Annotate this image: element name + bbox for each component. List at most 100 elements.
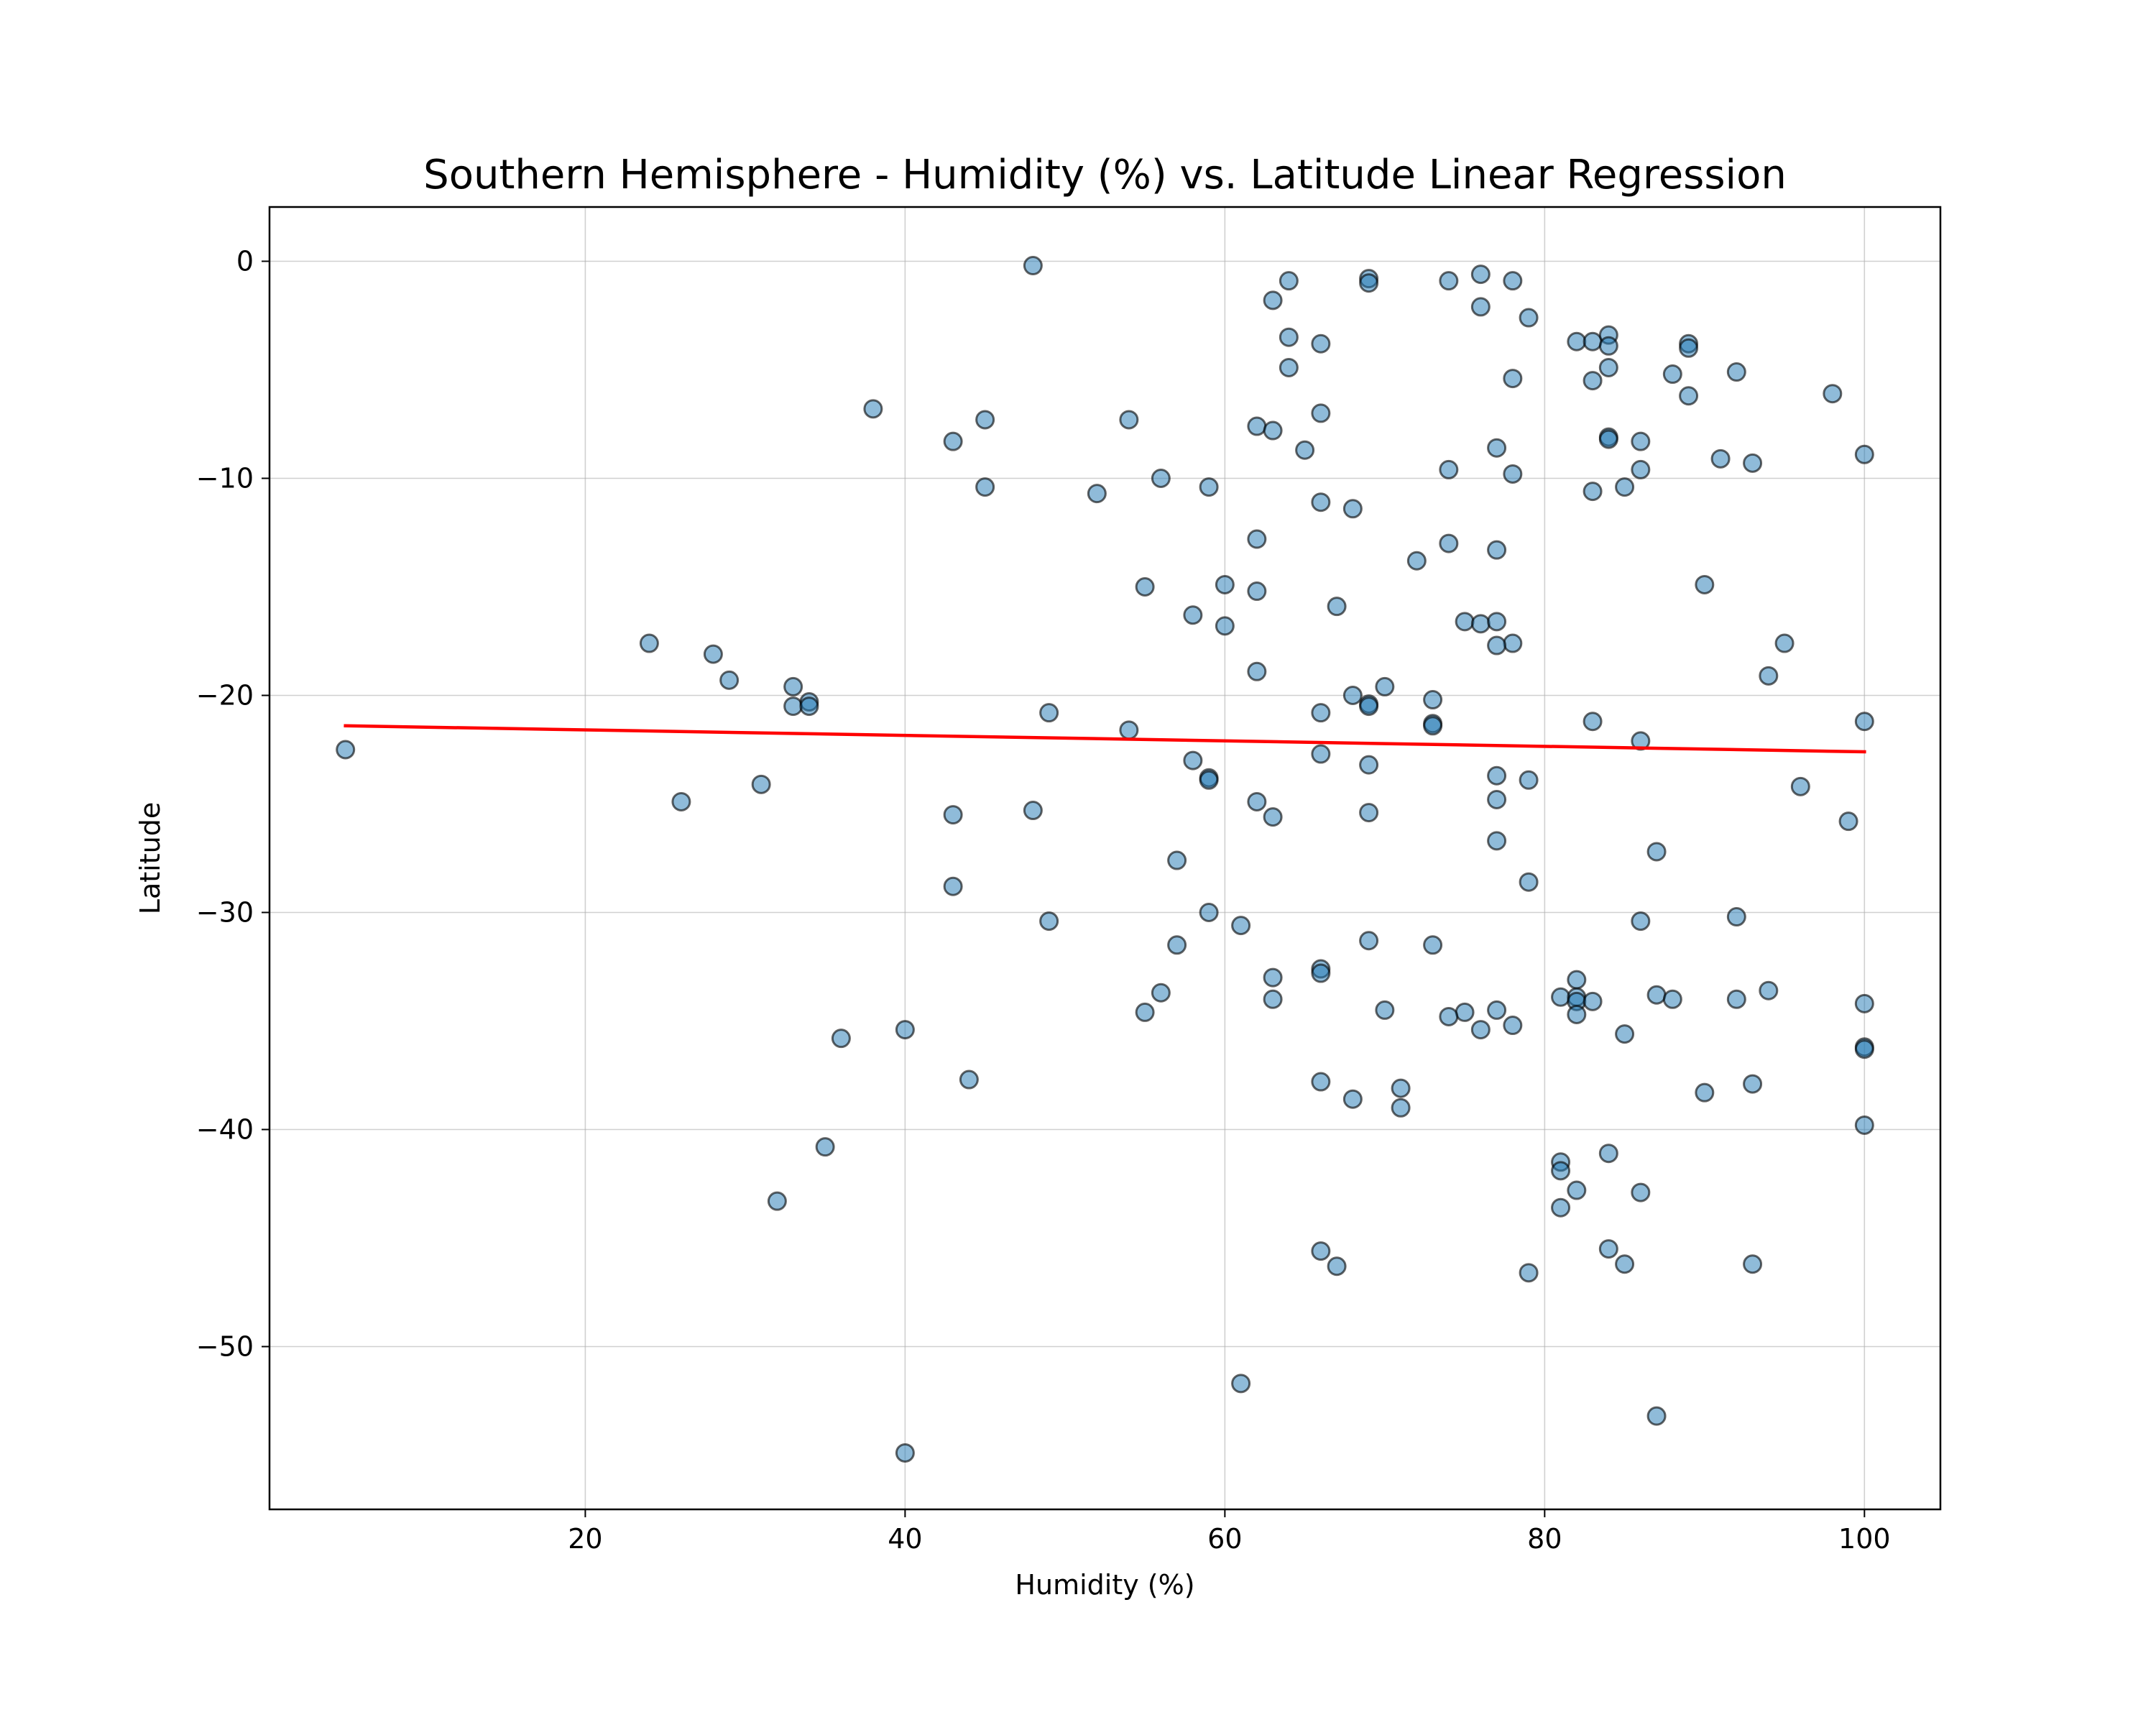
data-point (1470, 297, 1491, 317)
data-point (1487, 789, 1507, 809)
data-point (1231, 916, 1251, 936)
x-tick-label: 100 (1838, 1523, 1891, 1555)
data-point (1023, 801, 1043, 821)
data-point (895, 1443, 915, 1463)
data-point (1631, 459, 1651, 479)
data-point (1375, 676, 1395, 696)
data-point (1838, 811, 1858, 832)
data-point (719, 670, 740, 690)
data-point (1854, 444, 1874, 464)
data-point (1487, 540, 1507, 560)
data-point (1311, 963, 1331, 983)
data-point (1135, 1002, 1155, 1022)
data-point (959, 1070, 979, 1090)
data-point (799, 696, 819, 717)
data-point (1215, 574, 1235, 594)
data-point (1311, 703, 1331, 723)
data-point (336, 740, 356, 760)
data-point (1039, 911, 1059, 932)
data-point (1342, 499, 1363, 519)
data-point (1567, 1004, 1587, 1024)
x-tick-label: 80 (1527, 1523, 1562, 1555)
data-point (1503, 1016, 1523, 1036)
data-point (1359, 273, 1379, 293)
data-point (815, 1137, 835, 1157)
data-point (1487, 438, 1507, 458)
data-point (1423, 690, 1443, 710)
data-point (1487, 831, 1507, 851)
data-point (1759, 980, 1779, 1000)
regression-line (344, 724, 1866, 754)
data-point (1743, 1074, 1763, 1094)
data-point (1551, 1161, 1571, 1181)
data-point (1263, 290, 1283, 310)
data-point (1391, 1078, 1411, 1098)
data-point (1487, 612, 1507, 632)
data-point (1327, 1256, 1347, 1276)
data-point (703, 644, 723, 664)
data-point (1406, 551, 1427, 571)
y-tick-label: −10 (196, 463, 254, 494)
data-point (1439, 1006, 1459, 1026)
data-point (1583, 371, 1603, 391)
data-point (783, 696, 803, 717)
data-point (1743, 1254, 1763, 1274)
data-point (1726, 362, 1746, 382)
data-point (1487, 635, 1507, 656)
data-point (1503, 271, 1523, 291)
data-point (895, 1020, 915, 1040)
data-point (1439, 533, 1459, 553)
data-point (943, 805, 963, 825)
data-point (1631, 911, 1651, 932)
data-point (943, 876, 963, 896)
data-point (1311, 1241, 1331, 1261)
data-point (1503, 633, 1523, 653)
data-point (943, 431, 963, 451)
data-point (1646, 1406, 1667, 1426)
data-point (1598, 1144, 1618, 1164)
data-point (1359, 931, 1379, 951)
data-point (1695, 574, 1715, 594)
data-point (1743, 453, 1763, 473)
data-point (1567, 331, 1587, 351)
data-point (1470, 1020, 1491, 1040)
data-points (336, 256, 1874, 1463)
data-point (1503, 369, 1523, 389)
data-point (1279, 327, 1299, 347)
data-point (1023, 256, 1043, 276)
data-point (1263, 420, 1283, 441)
data-point (1823, 384, 1843, 404)
data-point (1263, 807, 1283, 827)
axis-ticks: 20 40 60 80 100 0 −10 −20 −30 −40 −50 (196, 246, 1891, 1555)
data-point (1726, 907, 1746, 927)
data-point (1199, 903, 1219, 922)
data-point (1615, 1254, 1635, 1274)
data-point (1215, 616, 1235, 636)
data-point (1087, 484, 1107, 504)
data-point (1487, 1000, 1507, 1020)
data-point (975, 410, 995, 430)
data-point (1487, 765, 1507, 786)
data-point (1854, 1115, 1874, 1135)
data-point (1167, 850, 1187, 870)
x-tick-label: 20 (568, 1523, 602, 1555)
data-point (1247, 416, 1267, 436)
data-point (1598, 357, 1618, 377)
data-point (767, 1191, 787, 1211)
data-point (1567, 970, 1587, 990)
data-point (1263, 967, 1283, 988)
data-point (1359, 696, 1379, 717)
data-point (1183, 605, 1203, 625)
data-point (1662, 364, 1682, 385)
data-point (1311, 334, 1331, 354)
data-point (1598, 336, 1618, 356)
data-point (1311, 403, 1331, 423)
data-point (1790, 776, 1810, 796)
data-point (1199, 477, 1219, 497)
data-point (1247, 581, 1267, 602)
data-point (1119, 410, 1139, 430)
data-point (1519, 770, 1539, 790)
